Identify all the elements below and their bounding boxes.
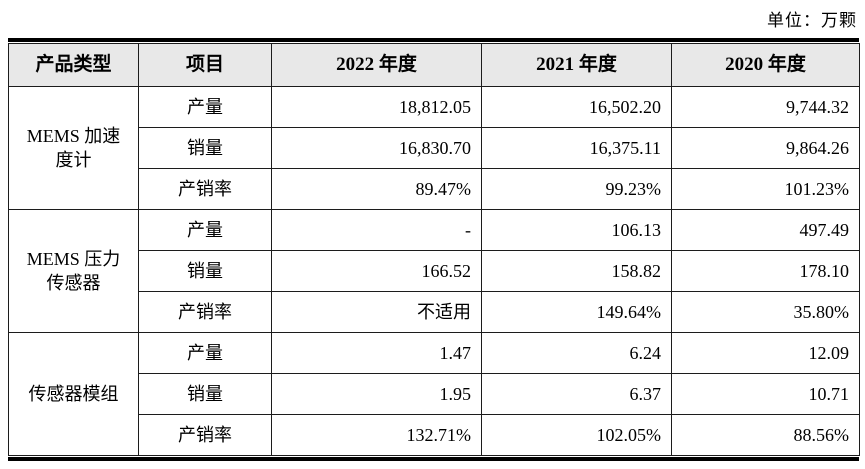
item-cell: 产量	[138, 332, 272, 374]
data-table: 产品类型 项目 2022 年度 2021 年度 2020 年度 MEMS 加速度…	[8, 43, 860, 456]
item-cell: 产量	[138, 86, 272, 128]
header-row: 产品类型 项目 2022 年度 2021 年度 2020 年度	[8, 43, 860, 87]
header-2021: 2021 年度	[481, 43, 672, 87]
table-row: 传感器模组 产量 1.47 6.24 12.09	[8, 332, 860, 456]
value-cell-2020: 12.09	[671, 332, 860, 374]
value-cell-2021: 149.64%	[481, 291, 672, 333]
header-2022: 2022 年度	[271, 43, 482, 87]
value-cell-2021: 16,502.20	[481, 86, 672, 128]
item-cell: 产量	[138, 209, 272, 251]
value-cell-2020: 10.71	[671, 373, 860, 415]
value-cell-2020: 9,744.32	[671, 86, 860, 128]
value-cell-2022: 1.95	[271, 373, 482, 415]
item-cell: 销量	[138, 127, 272, 169]
production-sales-table: 产品类型 项目 2022 年度 2021 年度 2020 年度 MEMS 加速度…	[8, 38, 860, 461]
table-row: 销量 1.95 6.37 10.71	[9, 373, 860, 415]
item-cell: 产销率	[138, 168, 272, 210]
value-cell-2021: 6.37	[481, 373, 672, 415]
value-cell-2020: 88.56%	[671, 414, 860, 456]
value-cell-2020: 101.23%	[671, 168, 860, 210]
table-row: 销量 166.52 158.82 178.10	[9, 250, 860, 292]
item-cell: 产销率	[138, 291, 272, 333]
value-cell-2022: 不适用	[271, 291, 482, 333]
value-cell-2022: 132.71%	[271, 414, 482, 456]
product-cell-mems-accelerometer: MEMS 加速度计	[8, 86, 139, 210]
value-cell-2021: 16,375.11	[481, 127, 672, 169]
value-cell-2022: 18,812.05	[271, 86, 482, 128]
value-cell-2021: 158.82	[481, 250, 672, 292]
product-cell-mems-pressure-sensor: MEMS 压力传感器	[8, 209, 139, 333]
table-row: MEMS 压力传感器 产量 - 106.13 497.49	[8, 209, 860, 333]
value-cell-2021: 6.24	[481, 332, 672, 374]
value-cell-2020: 497.49	[671, 209, 860, 251]
value-cell-2021: 99.23%	[481, 168, 672, 210]
product-cell-sensor-module: 传感器模组	[8, 332, 139, 456]
header-product-type: 产品类型	[8, 43, 139, 87]
value-cell-2022: -	[271, 209, 482, 251]
item-cell: 销量	[138, 250, 272, 292]
unit-label: 单位：万颗	[767, 11, 857, 30]
value-cell-2022: 89.47%	[271, 168, 482, 210]
table-row: MEMS 加速度计 产量 18,812.05 16,502.20 9,744.3…	[8, 86, 860, 210]
table-row: 销量 16,830.70 16,375.11 9,864.26	[9, 127, 860, 169]
value-cell-2021: 106.13	[481, 209, 672, 251]
table-row: 产销率 132.71% 102.05% 88.56%	[9, 414, 860, 456]
value-cell-2020: 9,864.26	[671, 127, 860, 169]
value-cell-2022: 1.47	[271, 332, 482, 374]
value-cell-2021: 102.05%	[481, 414, 672, 456]
header-2020: 2020 年度	[671, 43, 860, 87]
header-item: 项目	[138, 43, 272, 87]
item-cell: 产销率	[138, 414, 272, 456]
value-cell-2022: 16,830.70	[271, 127, 482, 169]
table-row: 产销率 不适用 149.64% 35.80%	[9, 291, 860, 333]
value-cell-2022: 166.52	[271, 250, 482, 292]
value-cell-2020: 178.10	[671, 250, 860, 292]
item-cell: 销量	[138, 373, 272, 415]
table-row: 产销率 89.47% 99.23% 101.23%	[9, 168, 860, 210]
value-cell-2020: 35.80%	[671, 291, 860, 333]
